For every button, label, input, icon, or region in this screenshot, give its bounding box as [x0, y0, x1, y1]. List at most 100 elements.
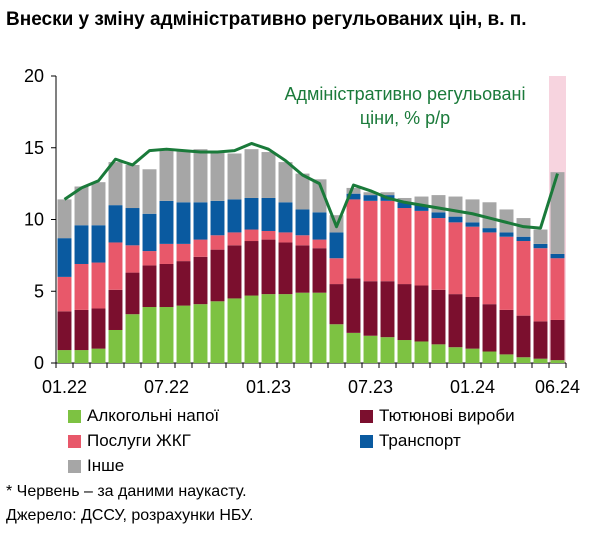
bar-tobacco	[108, 289, 123, 330]
bar-housing	[550, 258, 565, 320]
bar-housing	[278, 232, 293, 243]
bar-alcohol	[193, 304, 208, 363]
bar-alcohol	[261, 294, 276, 363]
legend-label-tobacco: Тютюнові вироби	[379, 406, 515, 425]
bar-alcohol	[108, 329, 123, 363]
bar-transport	[516, 236, 531, 242]
bar-other	[380, 192, 395, 196]
bar-alcohol	[431, 344, 446, 363]
bar-transport	[295, 209, 310, 236]
bar-tobacco	[193, 256, 208, 305]
bar-alcohol	[210, 301, 225, 363]
bar-transport	[159, 200, 174, 244]
bar-alcohol	[499, 354, 514, 363]
bar-transport	[329, 232, 344, 259]
bar-other	[176, 150, 191, 203]
bar-tobacco	[91, 308, 106, 349]
line-label: Адміністративно регульовані ціни, % р/р	[285, 84, 526, 128]
bar-alcohol	[312, 292, 327, 363]
bar-other	[244, 149, 259, 198]
bar-alcohol	[176, 305, 191, 363]
bar-other	[193, 149, 208, 203]
legend-label-other: Інше	[87, 456, 125, 475]
bar-transport	[499, 232, 514, 237]
bar-tobacco	[244, 241, 259, 296]
bar-transport	[346, 193, 361, 200]
bar-transport	[431, 212, 446, 219]
bar-alcohol	[227, 298, 242, 363]
bar-tobacco	[125, 272, 140, 315]
bar-housing	[261, 230, 276, 240]
bar-alcohol	[125, 314, 140, 363]
bar-tobacco	[448, 294, 463, 348]
bar-alcohol	[482, 351, 497, 363]
legend-item-housing: Послуги ЖКГ	[68, 431, 191, 451]
bar-transport	[312, 212, 327, 240]
bar-other	[312, 179, 327, 213]
x-tick-label: 07.22	[144, 377, 189, 397]
bar-other	[74, 186, 89, 226]
footnote: * Червень – за даними наукасту.	[6, 483, 247, 500]
legend-swatch-housing	[68, 434, 81, 448]
legend-item-other: Інше	[68, 456, 124, 476]
bar-tobacco	[465, 296, 480, 349]
bar-tobacco	[261, 239, 276, 295]
bar-tobacco	[210, 249, 225, 302]
bar-transport	[261, 197, 276, 231]
bar-transport	[125, 208, 140, 246]
y-tick-label: 10	[24, 210, 44, 230]
bar-tobacco	[363, 281, 378, 336]
bar-housing	[244, 229, 259, 242]
bar-transport	[142, 213, 157, 252]
bar-other	[465, 199, 480, 223]
bar-alcohol	[57, 350, 72, 363]
bar-housing	[448, 222, 463, 295]
bar-transport	[533, 243, 548, 249]
bar-housing	[533, 248, 548, 322]
bar-other	[159, 149, 174, 201]
bar-alcohol	[516, 357, 531, 363]
bar-alcohol	[295, 292, 310, 363]
bar-tobacco	[346, 278, 361, 333]
bar-housing	[516, 241, 531, 316]
bar-other	[397, 197, 412, 203]
bar-housing	[397, 208, 412, 285]
bar-tobacco	[414, 285, 429, 342]
y-tick-label: 0	[34, 353, 44, 373]
line-admin-prices	[63, 141, 559, 230]
bar-tobacco	[550, 319, 565, 361]
bar-tobacco	[159, 263, 174, 308]
bar-other	[448, 196, 463, 217]
bar-transport	[210, 200, 225, 236]
bar-housing	[74, 263, 89, 310]
bar-transport	[91, 225, 106, 263]
bar-tobacco	[142, 265, 157, 308]
x-tick-label: 06.24	[535, 377, 580, 397]
bar-transport	[482, 228, 497, 233]
bar-housing	[210, 235, 225, 250]
bar-housing	[57, 276, 72, 312]
bar-transport	[227, 199, 242, 233]
source-note: Джерело: ДССУ, розрахунки НБУ.	[6, 507, 254, 524]
bar-other	[227, 153, 242, 200]
bar-alcohol	[91, 348, 106, 363]
bar-alcohol	[329, 324, 344, 363]
bar-housing	[346, 199, 361, 279]
legend-swatch-alcohol	[68, 409, 81, 423]
bar-tobacco	[499, 309, 514, 355]
bar-tobacco	[431, 289, 446, 345]
bar-alcohol	[465, 348, 480, 363]
bar-housing	[499, 236, 514, 310]
bar-tobacco	[74, 309, 89, 351]
bar-housing	[431, 218, 446, 290]
bar-transport	[465, 222, 480, 227]
legend-swatch-transport	[360, 434, 373, 448]
bar-tobacco	[329, 284, 344, 325]
chart-title: Внески у зміну адміністративно регульова…	[6, 9, 527, 30]
legend-swatch-other	[68, 459, 81, 473]
bar-alcohol	[533, 358, 548, 363]
bar-alcohol	[74, 350, 89, 363]
bar-alcohol	[397, 340, 412, 363]
bar-tobacco	[227, 245, 242, 299]
bar-alcohol	[278, 294, 293, 363]
